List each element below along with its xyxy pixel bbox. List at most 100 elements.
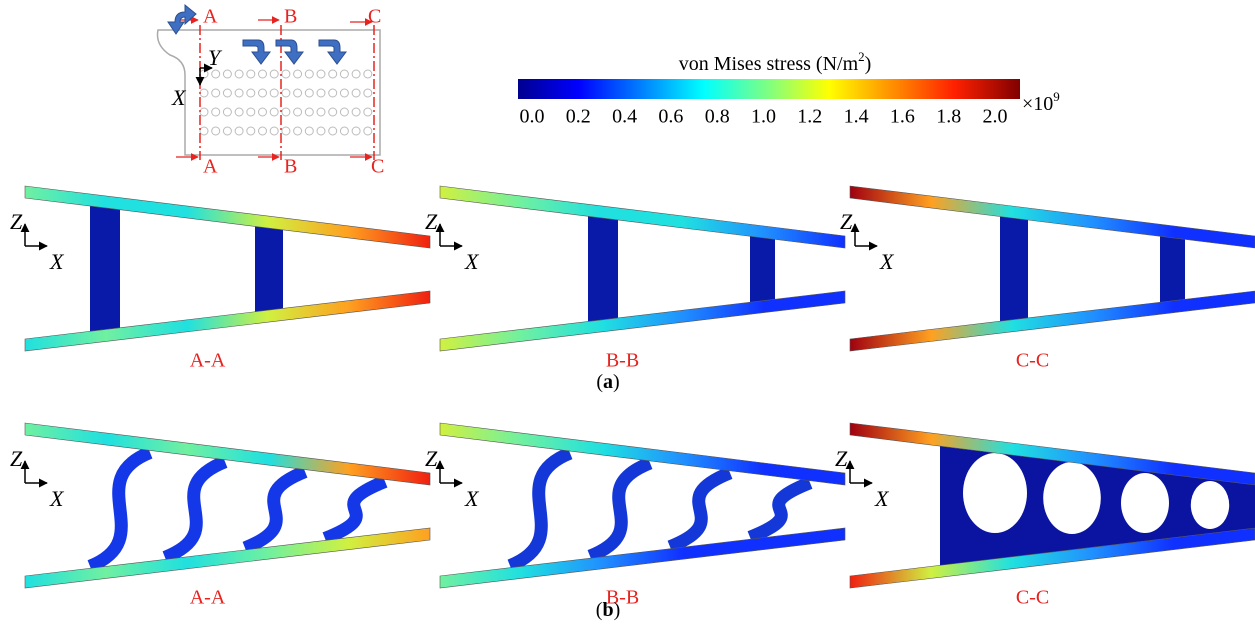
- strut: [750, 236, 775, 302]
- colorbar-tick-label: 0.4: [612, 106, 637, 128]
- hole: [352, 89, 360, 97]
- title-text: von Mises stress (N/m: [679, 53, 859, 75]
- load-arrow: [319, 40, 346, 64]
- hole: [270, 127, 278, 135]
- bottom-beam: [25, 528, 430, 588]
- bottom-beam: [440, 528, 845, 588]
- colorbar-tick-label: 1.2: [797, 106, 822, 128]
- top-beam: [25, 423, 430, 485]
- hole: [340, 70, 348, 78]
- hole: [340, 89, 348, 97]
- section-label: C: [368, 6, 381, 28]
- axis-label: Y: [208, 45, 223, 70]
- top-beam: [440, 423, 845, 485]
- load-arrow: [276, 40, 303, 64]
- axis-label: Z: [425, 209, 438, 234]
- hole: [352, 108, 360, 116]
- hole: [223, 108, 231, 116]
- axis-label: X: [879, 249, 895, 274]
- axis-label: Z: [10, 446, 23, 471]
- colorbar-tick-label: 0.2: [566, 106, 591, 128]
- hole: [200, 127, 208, 135]
- hole: [247, 127, 255, 135]
- hole: [235, 127, 243, 135]
- hole: [270, 108, 278, 116]
- hole: [282, 70, 290, 78]
- hole: [235, 89, 243, 97]
- hole: [317, 127, 325, 135]
- lattice-hole: [1121, 473, 1169, 533]
- panel-caption: (a): [596, 371, 619, 393]
- multiplier-text: ×10: [1022, 93, 1053, 115]
- hole: [329, 70, 337, 78]
- colorbar-tick-label: 1.8: [936, 106, 961, 128]
- hole: [270, 70, 278, 78]
- view-label: A-A: [190, 350, 226, 372]
- hole: [259, 127, 267, 135]
- strut: [670, 473, 730, 547]
- axis-label: Z: [840, 209, 853, 234]
- axis-label: X: [49, 249, 65, 274]
- strut: [165, 462, 225, 558]
- hole: [200, 89, 208, 97]
- lattice-hole: [1043, 462, 1101, 534]
- hole: [282, 89, 290, 97]
- bottom-beam: [850, 291, 1255, 351]
- strut: [588, 216, 618, 321]
- view: Z X A-A: [10, 186, 430, 372]
- axis-label: Z: [835, 446, 848, 471]
- strut: [255, 226, 283, 311]
- colorbar-tick-label: 0.6: [658, 106, 683, 128]
- axis-label: X: [464, 486, 480, 511]
- caption-part: ): [614, 599, 621, 621]
- colorbar-title: von Mises stress (N/m2): [679, 49, 872, 75]
- colorbar-tick-label: 0.0: [520, 106, 545, 128]
- hole: [212, 70, 220, 78]
- hole: [223, 70, 231, 78]
- view: ZXB-B: [425, 423, 845, 609]
- colorbar: von Mises stress (N/m2) 0.0 0.2 0.4 0.6 0.8 1…: [518, 49, 1060, 128]
- hole: [340, 108, 348, 116]
- section-label: B: [284, 6, 297, 28]
- colorbar-tick-label: 0.8: [705, 106, 730, 128]
- colorbar-tick-label: 1.4: [844, 106, 869, 128]
- view: ZXB-B: [425, 186, 845, 372]
- strut: [90, 206, 120, 331]
- hole: [294, 108, 302, 116]
- hole: [305, 70, 313, 78]
- colorbar-multiplier: ×109: [1022, 89, 1060, 115]
- hole: [259, 70, 267, 78]
- caption-part: b: [602, 599, 613, 621]
- load-arrows: [168, 5, 346, 64]
- hole: [259, 89, 267, 97]
- view-label: A-A: [190, 587, 226, 609]
- hole: [282, 108, 290, 116]
- lattice-hole: [1191, 481, 1229, 529]
- section-label: C: [371, 156, 384, 178]
- holes: [200, 70, 372, 135]
- caption-part: ): [613, 371, 620, 393]
- axis-label: X: [464, 249, 480, 274]
- title-close: ): [865, 53, 872, 75]
- colorbar-tick-label: 1.0: [751, 106, 776, 128]
- plate-outline: [158, 30, 381, 155]
- colorbar-tick-label: 1.6: [890, 106, 915, 128]
- hole: [270, 89, 278, 97]
- axis-label: Z: [10, 209, 23, 234]
- multiplier-exponent: 9: [1053, 89, 1060, 104]
- strut: [750, 483, 810, 538]
- hole: [247, 108, 255, 116]
- hole: [247, 70, 255, 78]
- hole: [212, 89, 220, 97]
- strut: [1000, 217, 1028, 322]
- axis-label: Z: [425, 446, 438, 471]
- hole: [282, 127, 290, 135]
- hole: [223, 127, 231, 135]
- hole: [364, 89, 372, 97]
- hole: [223, 89, 231, 97]
- caption-part: a: [603, 371, 613, 393]
- hole: [317, 108, 325, 116]
- hole: [364, 108, 372, 116]
